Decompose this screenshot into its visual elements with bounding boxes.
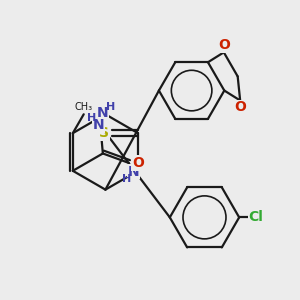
Text: O: O — [234, 100, 246, 114]
Text: CH₃: CH₃ — [75, 102, 93, 112]
Text: S: S — [99, 126, 109, 140]
Text: H: H — [106, 102, 115, 112]
Text: N: N — [127, 165, 139, 179]
Text: Cl: Cl — [249, 210, 263, 224]
Text: N: N — [93, 118, 104, 132]
Text: H: H — [87, 113, 96, 123]
Text: N: N — [97, 106, 108, 120]
Text: O: O — [218, 38, 230, 52]
Text: O: O — [132, 156, 144, 170]
Text: H: H — [122, 174, 131, 184]
